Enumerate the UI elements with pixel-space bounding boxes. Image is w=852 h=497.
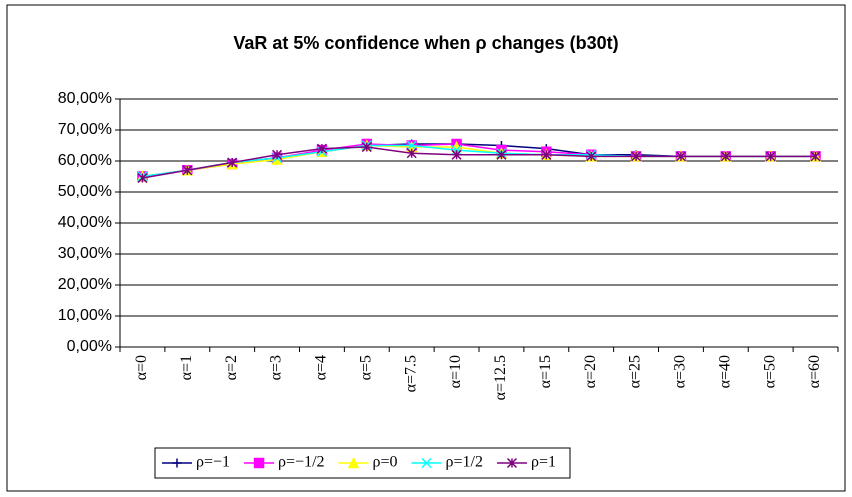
- y-tick-label: 40,00%: [58, 214, 112, 231]
- marker: [406, 148, 417, 159]
- x-tick-label: α=20: [582, 355, 599, 388]
- marker: [720, 151, 731, 162]
- marker: [496, 149, 507, 160]
- x-tick-label: α=25: [627, 355, 644, 388]
- legend-label: ρ=1/2: [446, 454, 483, 471]
- marker: [137, 173, 148, 184]
- x-tick-label: α=5: [357, 355, 374, 380]
- marker: [316, 143, 327, 154]
- x-tick-label: α=10: [447, 355, 464, 388]
- y-tick-label: 70,00%: [58, 121, 112, 138]
- x-tick-label: α=12.5: [492, 355, 509, 400]
- marker: [586, 151, 597, 162]
- x-tick-label: α=40: [716, 355, 733, 388]
- marker: [421, 457, 432, 469]
- marker: [765, 151, 776, 162]
- x-tick-label: α=15: [537, 355, 554, 388]
- marker: [541, 149, 552, 160]
- marker: [182, 165, 193, 176]
- marker: [227, 157, 238, 168]
- y-tick-label: 60,00%: [58, 152, 112, 169]
- x-tick-label: α=2: [223, 355, 240, 380]
- marker: [272, 149, 283, 160]
- y-tick-label: 0,00%: [67, 338, 112, 355]
- marker: [451, 149, 462, 160]
- x-tick-label: α=60: [806, 355, 823, 388]
- marker: [172, 458, 182, 468]
- y-tick-label: 50,00%: [58, 183, 112, 200]
- chart-title: VaR at 5% confidence when ρ changes (b30…: [233, 33, 618, 53]
- chart-frame: [6, 4, 846, 492]
- y-tick-label: 30,00%: [58, 245, 112, 262]
- marker: [631, 151, 642, 162]
- y-tick-label: 10,00%: [58, 307, 112, 324]
- marker: [810, 151, 821, 162]
- legend-label: ρ=−1: [196, 454, 230, 471]
- marker: [347, 456, 360, 469]
- marker: [675, 151, 686, 162]
- x-tick-label: α=4: [313, 355, 330, 380]
- x-tick-label: α=7.5: [402, 355, 419, 392]
- x-tick-label: α=1: [178, 355, 195, 380]
- x-tick-label: α=50: [761, 355, 778, 388]
- x-tick-label: α=30: [672, 355, 689, 388]
- x-tick-label: α=0: [133, 355, 150, 380]
- legend-label: ρ=1: [531, 454, 556, 471]
- x-tick-label: α=3: [268, 355, 285, 380]
- marker: [506, 457, 518, 469]
- marker: [451, 145, 462, 156]
- marker: [406, 140, 417, 151]
- series-line: [142, 146, 816, 179]
- marker: [361, 142, 372, 153]
- y-tick-label: 80,00%: [58, 90, 112, 107]
- y-tick-label: 20,00%: [58, 276, 112, 293]
- legend-label: ρ=−1/2: [278, 454, 324, 471]
- legend-label: ρ=0: [373, 454, 398, 471]
- marker: [253, 457, 265, 469]
